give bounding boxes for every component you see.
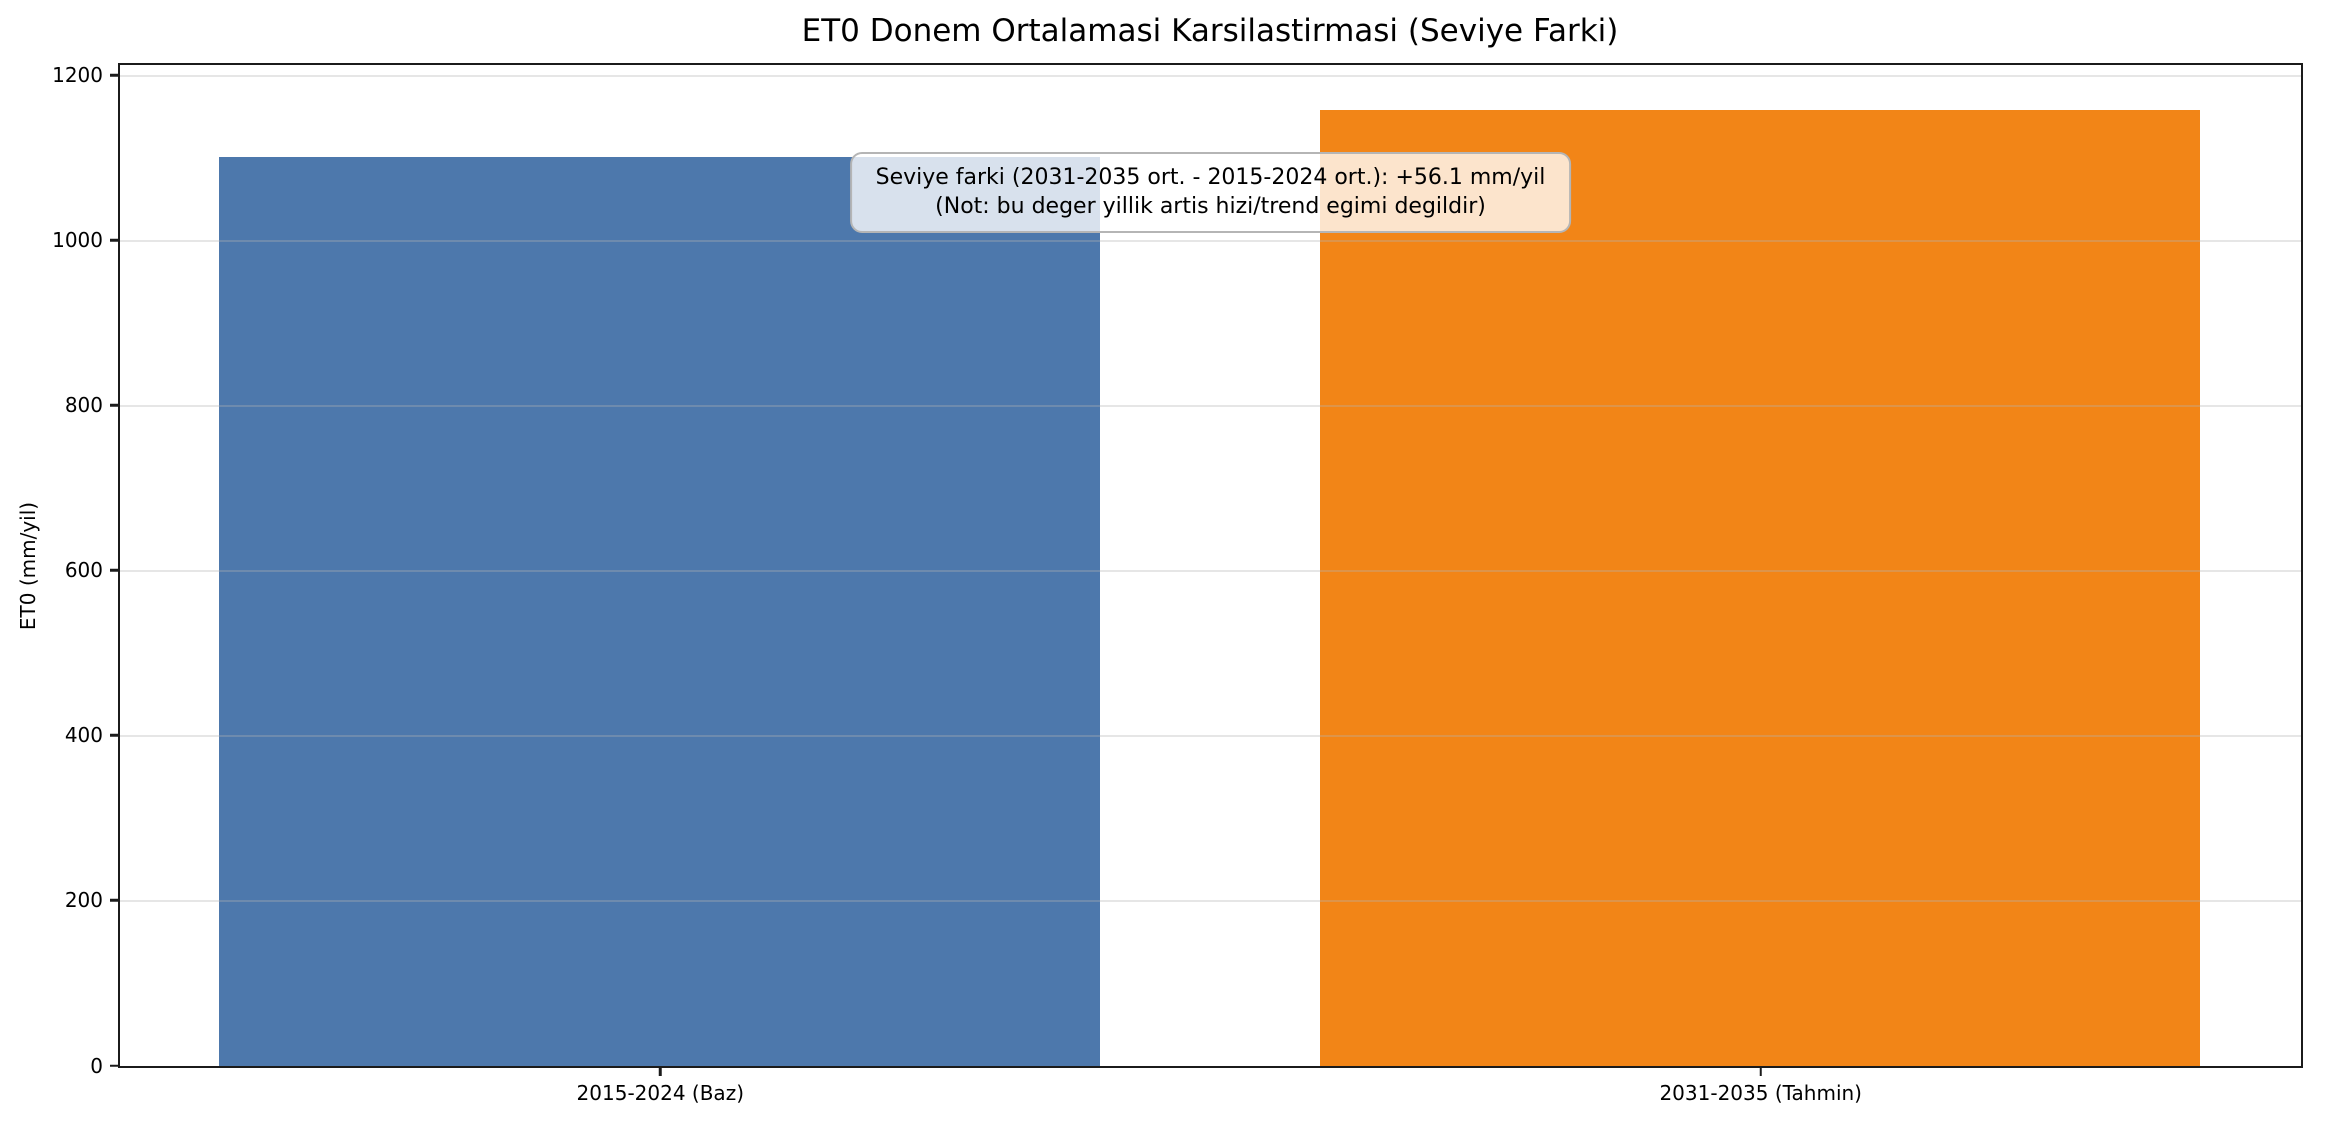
y-tick-mark: [110, 899, 118, 902]
y-tick-mark: [110, 239, 118, 242]
plot-area: Seviye farki (2031-2035 ort. - 2015-2024…: [118, 63, 2303, 1068]
x-tick-mark: [1759, 1068, 1762, 1076]
gridline: [120, 74, 2301, 77]
gridline: [120, 404, 2301, 407]
gridline: [120, 239, 2301, 242]
y-tick-label: 400: [64, 723, 103, 748]
annotation-box: Seviye farki (2031-2035 ort. - 2015-2024…: [849, 152, 1572, 234]
bar-2015-2024-baz: [219, 156, 1101, 1066]
x-tick-label: 2015-2024 (Baz): [576, 1081, 744, 1105]
chart-title: ET0 Donem Ortalamasi Karsilastirmasi (Se…: [801, 13, 1619, 49]
y-tick-mark: [110, 734, 118, 737]
y-tick-label: 0: [90, 1053, 103, 1078]
bar-2031-2035-tahmin: [1320, 110, 2201, 1066]
annotation-line-1: Seviye farki (2031-2035 ort. - 2015-2024…: [875, 165, 1546, 191]
y-tick-label: 800: [64, 393, 103, 418]
annotation-line-2: (Not: bu deger yillik artis hizi/trend e…: [935, 194, 1486, 220]
x-tick-mark: [659, 1068, 662, 1076]
y-tick-mark: [110, 1064, 118, 1067]
y-tick-mark: [110, 569, 118, 572]
gridline: [120, 899, 2301, 902]
y-tick-label: 600: [64, 558, 103, 583]
y-tick-mark: [110, 404, 118, 407]
y-tick-label: 1000: [52, 228, 103, 253]
gridline: [120, 569, 2301, 572]
y-tick-label: 1200: [52, 63, 103, 88]
gridline: [120, 734, 2301, 737]
y-tick-label: 200: [64, 888, 103, 913]
y-tick-mark: [110, 74, 118, 77]
x-tick-label: 2031-2035 (Tahmin): [1659, 1081, 1862, 1105]
